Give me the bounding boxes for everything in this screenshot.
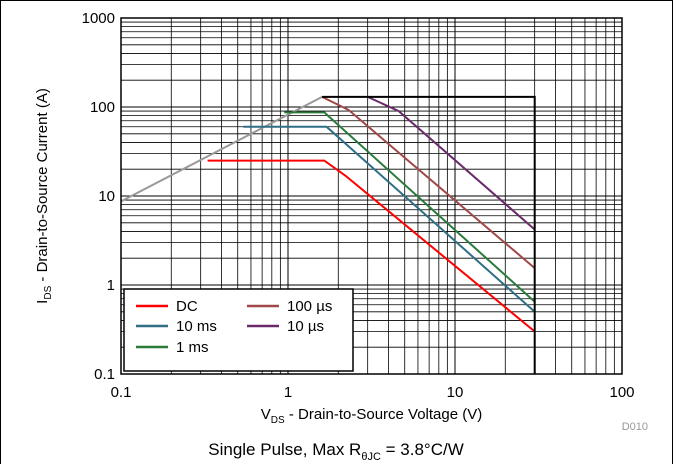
- caption-rest: = 3.8°C/W: [381, 440, 464, 459]
- rdson-limit-line: [120, 96, 323, 203]
- x-tick-label: 0.1: [111, 384, 132, 401]
- x-axis-label-rest: - Drain-to-Source Voltage (V): [285, 406, 483, 423]
- series-line-4: [367, 95, 536, 231]
- series-line-1: [243, 125, 536, 313]
- x-axis-label-sub: DS: [271, 415, 285, 426]
- legend-entry-label: 100 µs: [287, 298, 332, 315]
- legend-entry-label: 1 ms: [176, 339, 209, 356]
- series-line-3: [321, 96, 536, 269]
- series-layer: [120, 95, 536, 374]
- x-axis-label: VDS - Drain-to-Source Voltage (V): [261, 406, 483, 426]
- x-axis-label-main: V: [261, 406, 271, 423]
- y-tick-label: 100: [90, 99, 115, 116]
- x-tick-label: 1: [284, 384, 292, 401]
- y-axis-label-sub: DS: [43, 285, 54, 299]
- y-tick-labels: 0.1 1 10 100 1000: [82, 10, 115, 383]
- legend-entry-label: 10 ms: [176, 318, 217, 335]
- figure-id: D010: [622, 421, 648, 433]
- caption-sub: θJC: [361, 451, 381, 463]
- soa-boundary-line: [322, 95, 536, 374]
- series-line-2: [284, 111, 536, 303]
- x-tick-label: 10: [447, 384, 464, 401]
- y-axis-label: IDS - Drain-to-Source Current (A): [34, 88, 54, 304]
- caption-main: Single Pulse, Max R: [208, 440, 361, 459]
- y-axis-label-main: I: [34, 300, 51, 304]
- legend-entry-label: 10 µs: [287, 318, 324, 335]
- y-tick-label: 10: [98, 188, 115, 205]
- legend-entry-label: DC: [176, 298, 198, 315]
- y-tick-label: 1000: [82, 10, 115, 27]
- y-axis-label-rest: - Drain-to-Source Current (A): [34, 88, 51, 286]
- y-tick-label: 1: [107, 277, 115, 294]
- series-line-0: [207, 159, 536, 333]
- chart-caption: Single Pulse, Max RθJC = 3.8°C/W: [208, 440, 464, 463]
- legend-box: [123, 288, 354, 372]
- x-tick-label: 100: [609, 384, 634, 401]
- plot-border: [120, 17, 623, 375]
- y-tick-label: 0.1: [94, 366, 115, 383]
- legend: DC 10 ms 1 ms 100 µs 10 µs: [123, 288, 354, 372]
- x-tick-labels: 0.1 1 10 100: [111, 384, 635, 401]
